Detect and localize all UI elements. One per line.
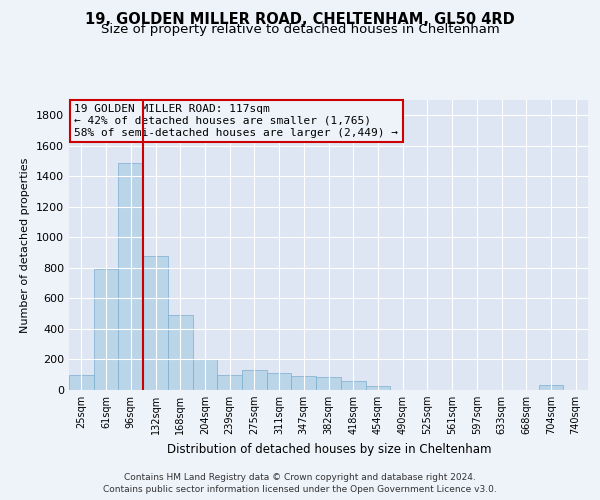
Bar — [539, 384, 563, 390]
Bar — [217, 374, 242, 390]
Bar — [168, 315, 193, 390]
Y-axis label: Number of detached properties: Number of detached properties — [20, 158, 31, 332]
Bar — [242, 370, 267, 390]
Text: Contains HM Land Registry data © Crown copyright and database right 2024.: Contains HM Land Registry data © Crown c… — [124, 472, 476, 482]
Bar — [267, 373, 292, 390]
Bar — [292, 376, 316, 390]
Bar — [193, 360, 217, 390]
Bar — [118, 162, 143, 390]
Text: Contains public sector information licensed under the Open Government Licence v3: Contains public sector information licen… — [103, 485, 497, 494]
Text: 19, GOLDEN MILLER ROAD, CHELTENHAM, GL50 4RD: 19, GOLDEN MILLER ROAD, CHELTENHAM, GL50… — [85, 12, 515, 28]
Bar — [365, 386, 390, 390]
Bar — [316, 377, 341, 390]
Text: Size of property relative to detached houses in Cheltenham: Size of property relative to detached ho… — [101, 24, 499, 36]
Text: 19 GOLDEN MILLER ROAD: 117sqm
← 42% of detached houses are smaller (1,765)
58% o: 19 GOLDEN MILLER ROAD: 117sqm ← 42% of d… — [74, 104, 398, 138]
Bar — [94, 270, 118, 390]
Bar — [341, 382, 365, 390]
Bar — [69, 374, 94, 390]
Bar — [143, 256, 168, 390]
Text: Distribution of detached houses by size in Cheltenham: Distribution of detached houses by size … — [167, 442, 491, 456]
